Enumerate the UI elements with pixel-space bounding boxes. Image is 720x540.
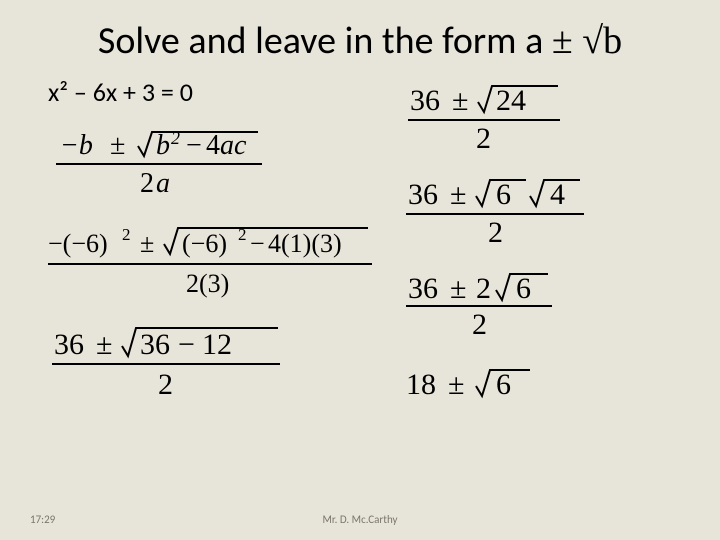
svg-text:2: 2 — [476, 122, 491, 154]
title-prefix: Solve and leave in the form a — [98, 18, 552, 64]
svg-text:24: 24 — [496, 84, 526, 117]
svg-text:36: 36 — [140, 328, 170, 361]
title-math: ± √b — [552, 20, 622, 62]
r2-formula: 36 ± 6 4 2 — [400, 176, 690, 248]
svg-text:36: 36 — [54, 328, 84, 361]
step3-formula: 36 ± 36 − 12 2 — [48, 324, 390, 400]
svg-text:±: ± — [140, 229, 154, 258]
svg-text:12: 12 — [202, 328, 232, 361]
svg-text:2: 2 — [476, 272, 491, 305]
svg-text:ac: ac — [220, 130, 247, 161]
substituted-formula: −(−6) 2 ± (−6) 2 − 4(1)(3) 2(3) — [48, 222, 390, 302]
svg-text:±: ± — [450, 272, 466, 305]
right-column: 36 ± 24 2 36 ± 6 4 2 — [390, 76, 690, 426]
svg-text:−: − — [186, 130, 202, 161]
footer: 17:29 Mr. D. Mc.Carthy — [0, 513, 720, 526]
svg-text:±: ± — [448, 368, 464, 401]
svg-text:b: b — [156, 130, 170, 161]
svg-text:4(1)(3): 4(1)(3) — [268, 229, 342, 258]
original-equation: x² – 6x + 3 = 0 — [48, 76, 390, 108]
page-title: Solve and leave in the form a ± √b — [0, 0, 720, 76]
r1-formula: 36 ± 24 2 — [400, 82, 690, 154]
r4-final: 18 ± 6 — [400, 362, 690, 404]
svg-text:2: 2 — [488, 216, 503, 248]
svg-text:4: 4 — [206, 130, 220, 161]
left-column: x² – 6x + 3 = 0 −b ± b 2 − 4 ac 2 a — [30, 76, 390, 426]
svg-text:6: 6 — [516, 272, 531, 305]
svg-text:a: a — [156, 168, 170, 199]
svg-text:36: 36 — [410, 84, 440, 117]
svg-text:18: 18 — [406, 368, 436, 401]
footer-time: 17:29 — [30, 513, 55, 526]
svg-text:2: 2 — [158, 368, 173, 400]
svg-text:6: 6 — [496, 178, 511, 211]
svg-text:2(3): 2(3) — [186, 269, 229, 298]
svg-text:±: ± — [110, 130, 125, 161]
svg-text:−(−6): −(−6) — [48, 229, 108, 258]
svg-text:2: 2 — [140, 168, 154, 199]
svg-text:±: ± — [452, 84, 468, 117]
svg-text:2: 2 — [122, 225, 131, 244]
svg-text:6: 6 — [496, 368, 511, 401]
svg-text:2: 2 — [171, 128, 180, 148]
svg-text:2: 2 — [472, 308, 487, 340]
svg-text:−b: −b — [60, 130, 93, 161]
svg-text:36: 36 — [408, 178, 438, 211]
svg-text:−: − — [250, 229, 265, 258]
r3-formula: 36 ± 2 6 2 — [400, 270, 690, 340]
svg-text:36: 36 — [408, 272, 438, 305]
svg-text:−: − — [178, 328, 195, 361]
svg-text:(−6): (−6) — [182, 229, 227, 258]
quadratic-formula: −b ± b 2 − 4 ac 2 a — [48, 126, 390, 200]
svg-text:±: ± — [96, 328, 112, 361]
svg-text:2: 2 — [238, 225, 247, 244]
svg-text:±: ± — [450, 178, 466, 211]
svg-text:4: 4 — [550, 178, 565, 211]
content-area: x² – 6x + 3 = 0 −b ± b 2 − 4 ac 2 a — [0, 76, 720, 426]
footer-author: Mr. D. Mc.Carthy — [322, 513, 397, 526]
